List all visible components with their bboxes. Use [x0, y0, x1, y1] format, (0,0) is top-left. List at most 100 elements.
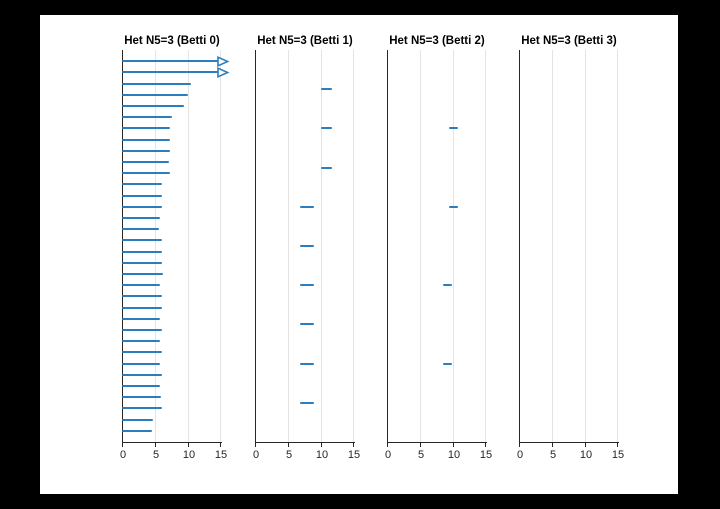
barcode-bar: [122, 228, 159, 231]
barcode-bar: [449, 205, 458, 208]
barcode-bar: [122, 217, 160, 219]
barcode-bar: [299, 284, 315, 287]
y-axis-spine: [519, 50, 520, 443]
barcode-bar: [122, 373, 162, 376]
barcode-bar: [122, 329, 162, 331]
barcode-bar: [122, 396, 161, 399]
gridline-x10: [585, 50, 586, 442]
x-tick-label: 10: [315, 449, 329, 461]
barcode-bar: [122, 149, 170, 152]
gridline-x15: [353, 50, 354, 442]
barcode-bar: [122, 429, 153, 432]
x-axis-spine: [255, 442, 355, 443]
x-tick: [155, 443, 156, 447]
x-axis-spine: [387, 442, 487, 443]
x-tick: [321, 443, 322, 447]
barcode-bar: [122, 261, 162, 264]
x-tick-label: 5: [549, 449, 557, 461]
x-axis-spine: [122, 442, 222, 443]
x-tick: [519, 443, 520, 447]
barcode-bar: [122, 407, 163, 410]
gridline-x5: [552, 50, 553, 442]
x-tick-label: 10: [579, 449, 593, 461]
x-tick-label: 5: [152, 449, 160, 461]
plot-area: 0 5 10 15: [120, 50, 230, 461]
x-tick: [220, 443, 221, 447]
subplot-betti-0: Het N5=3 (Betti 0) 0 5 10 15: [120, 15, 230, 494]
barcode-bar: [122, 60, 219, 63]
barcode-bar: [122, 194, 162, 197]
gridline-x5: [155, 50, 156, 442]
infinity-arrow-icon: [217, 66, 230, 78]
x-tick-label: 5: [417, 449, 425, 461]
subplot-betti-3: Het N5=3 (Betti 3) 0 5 10 15: [517, 15, 624, 494]
barcode-figure: Het N5=3 (Betti 0) 0 5 10 15 Het N5=3 (Bett…: [40, 15, 678, 494]
barcode-bar: [122, 127, 170, 130]
y-axis-spine: [255, 50, 256, 443]
barcode-bar: [449, 127, 458, 130]
x-tick-label: 10: [447, 449, 461, 461]
barcode-bar: [122, 362, 161, 365]
barcode-bar: [122, 250, 162, 253]
x-tick-label: 0: [252, 449, 260, 461]
barcode-bar: [122, 239, 162, 242]
barcode-bar: [299, 362, 315, 365]
barcode-bar: [321, 88, 332, 91]
x-tick: [485, 443, 486, 447]
gridline-x10: [453, 50, 454, 442]
x-tick-label: 0: [384, 449, 392, 461]
barcode-bar: [122, 273, 163, 275]
x-tick: [387, 443, 388, 447]
barcode-bar: [122, 306, 162, 309]
barcode-bar: [122, 205, 162, 208]
x-tick: [420, 443, 421, 447]
plot-area: 0 5 10 15: [253, 50, 360, 461]
barcode-bar: [122, 161, 169, 163]
barcode-bar: [299, 245, 315, 247]
barcode-bar: [443, 362, 453, 365]
x-tick-label: 5: [285, 449, 293, 461]
barcode-bar: [122, 317, 160, 320]
x-tick: [453, 443, 454, 447]
subplot-betti-2: Het N5=3 (Betti 2) 0 5 10 15: [385, 15, 492, 494]
barcode-bar: [122, 138, 170, 141]
subplot-betti-1: Het N5=3 (Betti 1) 0 5 10 15: [253, 15, 360, 494]
gridline-x10: [188, 50, 189, 442]
subplot-title: Het N5=3 (Betti 3): [521, 35, 617, 47]
x-tick: [188, 443, 189, 447]
barcode-bar: [122, 105, 184, 107]
subplot-title: Het N5=3 (Betti 1): [257, 35, 353, 47]
x-tick: [617, 443, 618, 447]
x-tick-label: 15: [214, 449, 228, 461]
plot-area: 0 5 10 15: [517, 50, 624, 461]
barcode-bar: [122, 172, 170, 175]
x-tick: [122, 443, 123, 447]
barcode-bar: [122, 385, 161, 387]
x-tick-label: 15: [611, 449, 625, 461]
barcode-bar: [321, 166, 332, 169]
gridline-x5: [420, 50, 421, 442]
y-axis-spine: [122, 50, 123, 443]
y-axis-spine: [387, 50, 388, 443]
plot-area: 0 5 10 15: [385, 50, 492, 461]
gridline-x5: [288, 50, 289, 442]
subplot-title: Het N5=3 (Betti 2): [389, 35, 485, 47]
barcode-bar: [122, 340, 161, 343]
barcode-bar: [122, 82, 191, 85]
x-tick: [255, 443, 256, 447]
gridline-x15: [617, 50, 618, 442]
infinity-arrow-icon: [217, 55, 230, 67]
barcode-bar: [321, 127, 332, 130]
barcode-bar: [443, 284, 453, 287]
barcode-bar: [122, 351, 162, 354]
barcode-bar: [122, 295, 162, 298]
x-tick-label: 15: [479, 449, 493, 461]
x-tick: [288, 443, 289, 447]
x-tick-label: 15: [347, 449, 361, 461]
x-axis-spine: [519, 442, 619, 443]
barcode-bar: [299, 323, 315, 326]
x-tick-label: 0: [516, 449, 524, 461]
barcode-bar: [122, 116, 172, 119]
x-tick-label: 0: [119, 449, 127, 461]
